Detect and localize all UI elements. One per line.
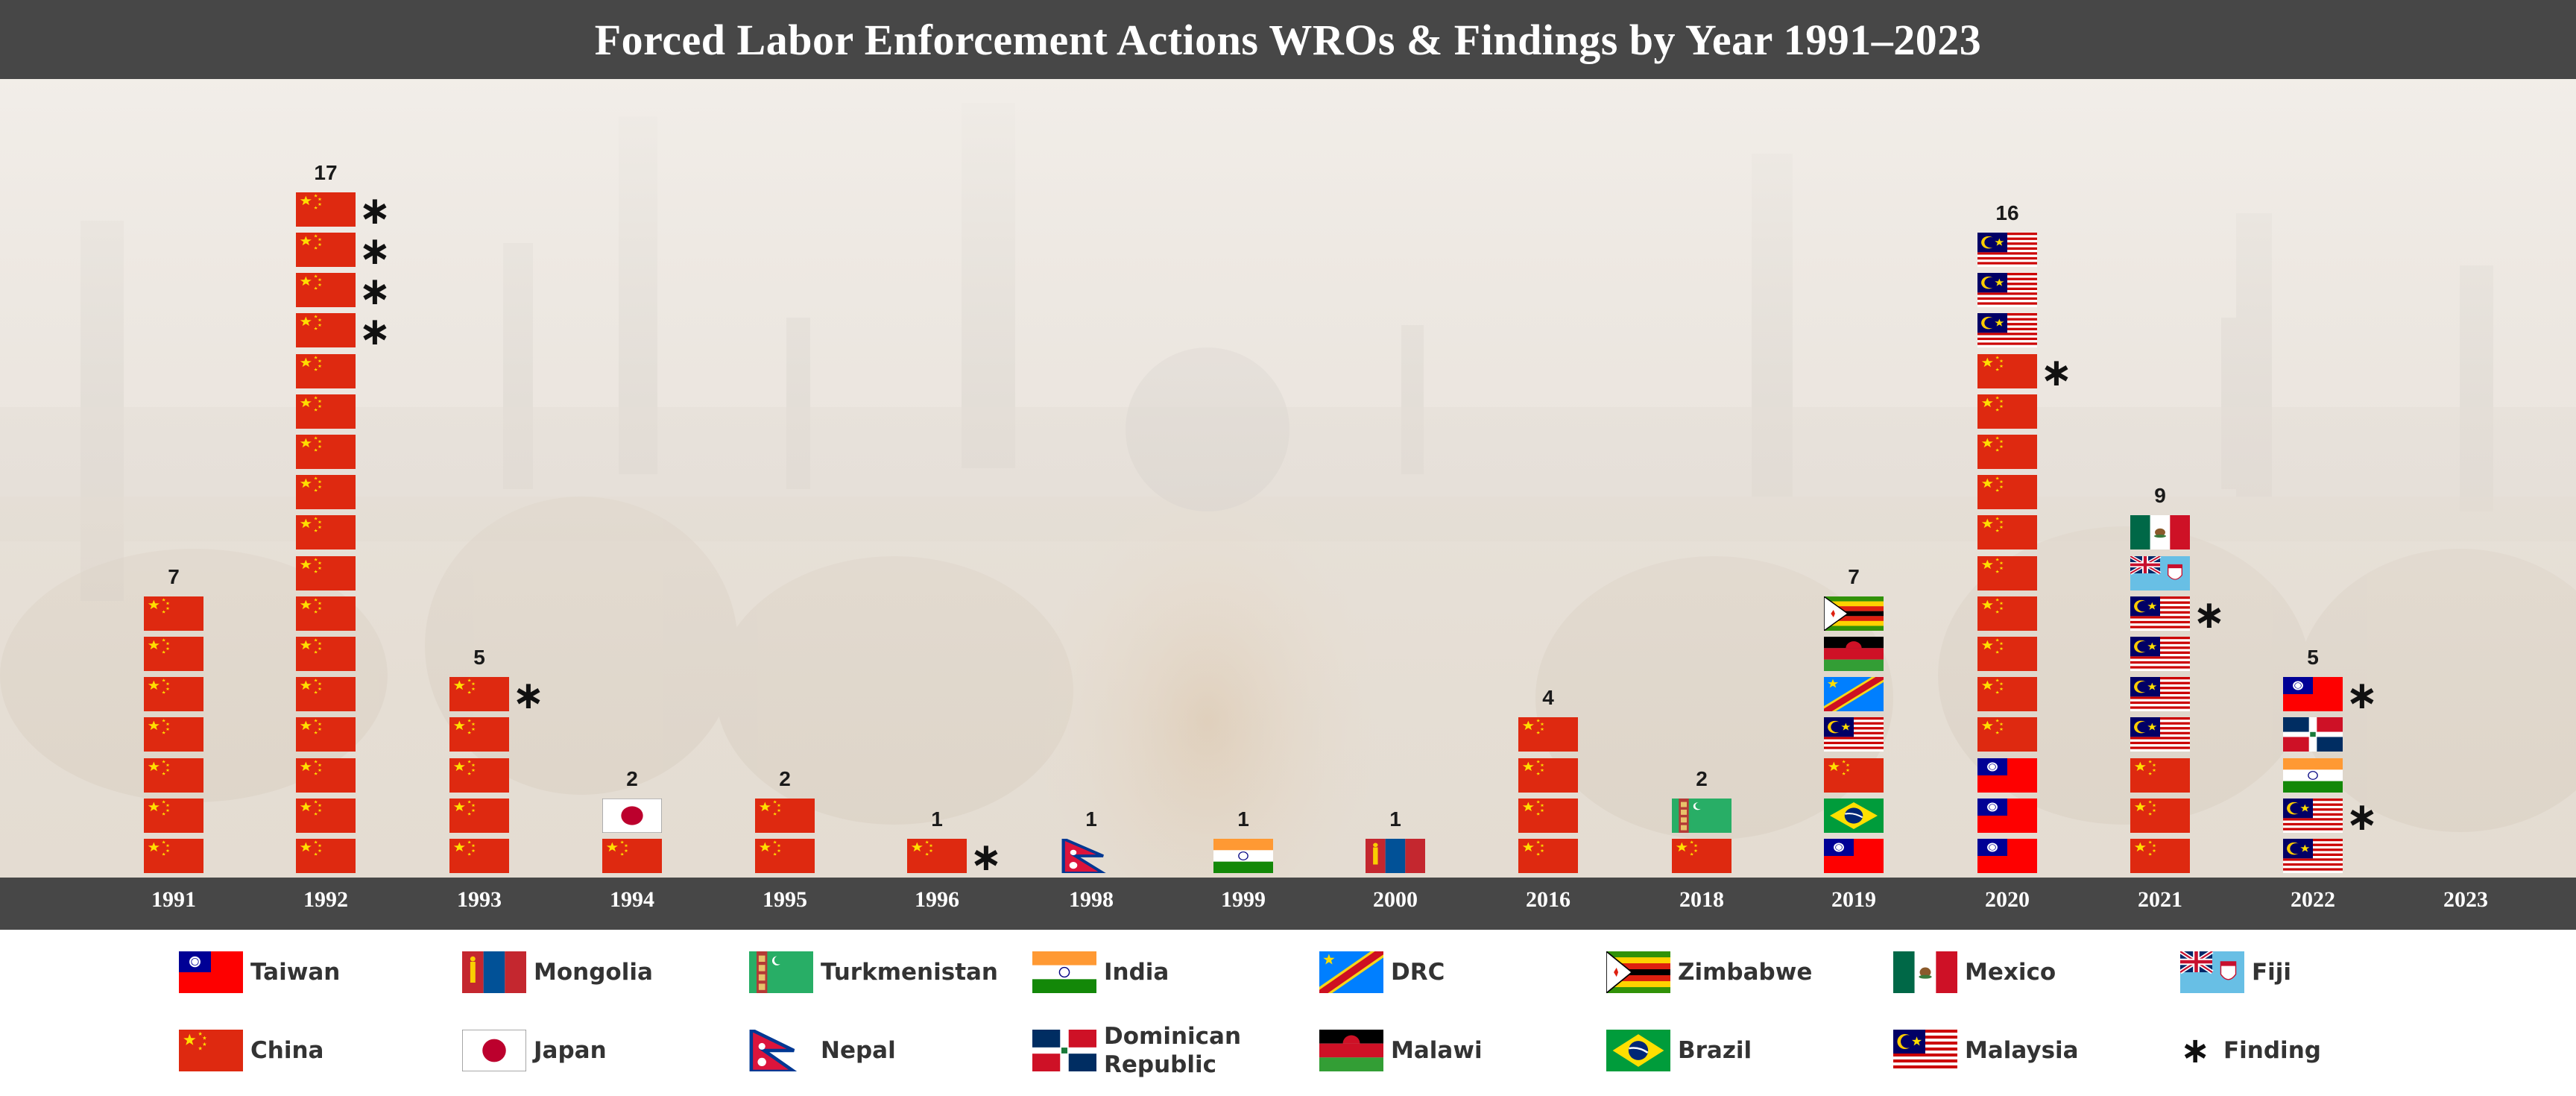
legend-item-nepal: Nepal xyxy=(749,1028,896,1073)
legend-item-india: India xyxy=(1032,950,1169,995)
legend-item-taiwan: Taiwan xyxy=(179,950,340,995)
legend-label-brazil: Brazil xyxy=(1678,1037,1752,1064)
legend-label-fiji: Fiji xyxy=(2252,959,2292,986)
legend: Taiwan Mongolia Turkmenistan India DRC Zimbab… xyxy=(0,930,2576,1096)
legend-flag-mongolia xyxy=(462,951,526,993)
legend-label-malaysia: Malaysia xyxy=(1965,1037,2079,1064)
background-photo xyxy=(0,79,2576,878)
legend-flag-india xyxy=(1032,951,1096,993)
legend-flag-drc xyxy=(1319,951,1383,993)
chart-title-bar: Forced Labor Enforcement Actions WROs & … xyxy=(0,0,2576,79)
legend-item-mongolia: Mongolia xyxy=(462,950,653,995)
legend-label-malawi: Malawi xyxy=(1391,1037,1483,1064)
legend-flag-malawi xyxy=(1319,1030,1383,1071)
legend-label-turkmenistan: Turkmenistan xyxy=(821,959,998,986)
legend-item-zimbabwe: Zimbabwe xyxy=(1606,950,1812,995)
legend-item-mexico: Mexico xyxy=(1893,950,2056,995)
legend-item-drc: DRC xyxy=(1319,950,1445,995)
legend-finding-icon: ∗ xyxy=(2180,1030,2211,1071)
legend-item-turkmenistan: Turkmenistan xyxy=(749,950,998,995)
legend-item-brazil: Brazil xyxy=(1606,1028,1752,1073)
legend-label-japan: Japan xyxy=(534,1037,607,1064)
legend-flag-dominican xyxy=(1032,1030,1096,1071)
legend-flag-malaysia xyxy=(1893,1030,1957,1071)
legend-item-japan: Japan xyxy=(462,1028,607,1073)
x-axis-bar xyxy=(0,878,2576,930)
legend-label-mexico: Mexico xyxy=(1965,959,2056,986)
legend-item-fiji: Fiji xyxy=(2180,950,2291,995)
background-factory-scene xyxy=(0,79,2576,878)
legend-label-dominican: Dominican Republic xyxy=(1104,1023,1242,1078)
legend-label-taiwan: Taiwan xyxy=(250,959,341,986)
legend-flag-mexico xyxy=(1893,951,1957,993)
legend-flag-turkmenistan xyxy=(749,951,813,993)
legend-label-india: India xyxy=(1104,959,1169,986)
legend-flag-china xyxy=(179,1030,243,1071)
legend-flag-fiji xyxy=(2180,951,2244,993)
legend-item-dominican: Dominican Republic xyxy=(1032,1023,1241,1078)
legend-item-finding: ∗ Finding xyxy=(2180,1028,2321,1073)
legend-label-zimbabwe: Zimbabwe xyxy=(1678,959,1813,986)
legend-label-nepal: Nepal xyxy=(821,1037,896,1064)
chart-title: Forced Labor Enforcement Actions WROs & … xyxy=(594,15,1982,64)
legend-label-drc: DRC xyxy=(1391,959,1445,986)
legend-flag-taiwan xyxy=(179,951,243,993)
legend-flag-brazil xyxy=(1606,1030,1670,1071)
legend-flag-japan xyxy=(462,1030,526,1071)
legend-item-malaysia: Malaysia xyxy=(1893,1028,2079,1073)
legend-label-china: China xyxy=(250,1037,324,1064)
legend-item-china: China xyxy=(179,1028,323,1073)
legend-flag-zimbabwe xyxy=(1606,951,1670,993)
legend-label-mongolia: Mongolia xyxy=(534,959,653,986)
legend-flag-nepal xyxy=(749,1030,813,1071)
legend-label-finding: Finding xyxy=(2223,1037,2321,1064)
legend-item-malawi: Malawi xyxy=(1319,1028,1483,1073)
